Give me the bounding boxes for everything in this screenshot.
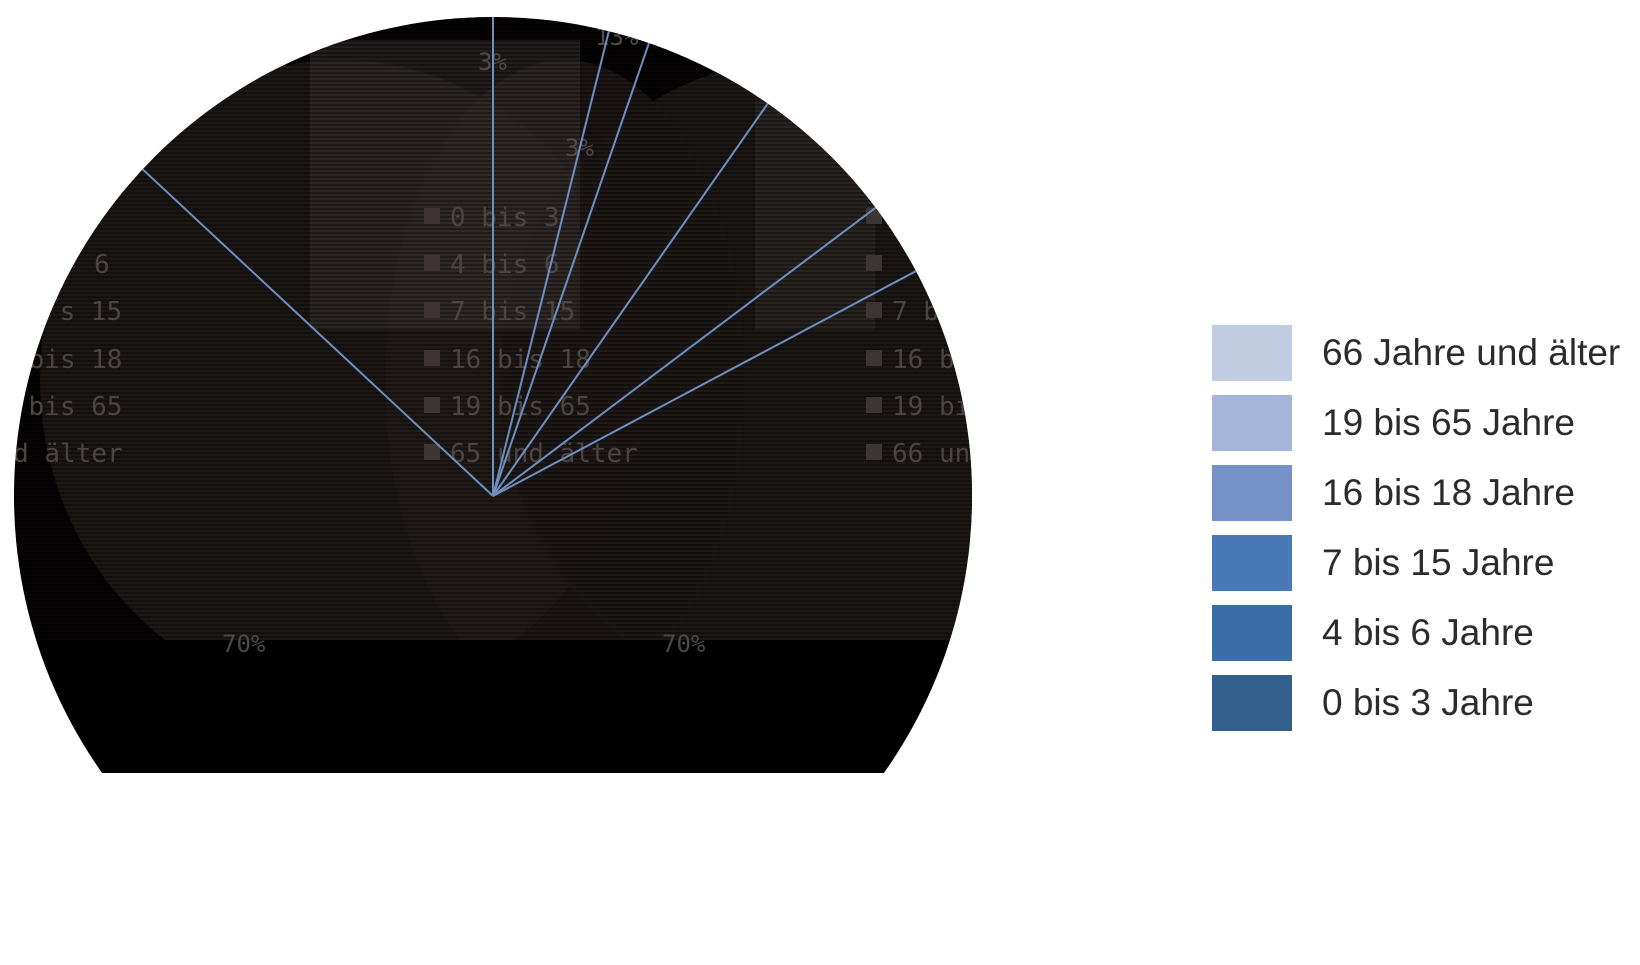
legend-item: 19 bis 65 Jahre (1212, 395, 1575, 451)
ghost-label-right: 66 un (892, 439, 970, 469)
ghost-label-center: 7 bis 15 (450, 297, 575, 327)
slice-separators (127, 17, 935, 497)
legend-item: 66 Jahre und älter (1212, 325, 1620, 381)
ghost-legend-square (424, 397, 440, 413)
slice-separator-line (492, 17, 615, 497)
legend-swatch (1212, 605, 1292, 661)
legend-label: 7 bis 15 Jahre (1322, 542, 1555, 583)
ghost-label-left: 6 (94, 250, 110, 280)
ghost-legend-square (424, 350, 440, 366)
ghost-label-left: s 15 (60, 297, 123, 327)
legend-label: 19 bis 65 Jahre (1322, 402, 1576, 443)
ghost-label-right: 16 b (892, 345, 955, 375)
ghost-percent-label: 70% (222, 630, 266, 658)
legend-label: 66 Jahre und älter (1322, 332, 1621, 373)
slice-separator-line (492, 194, 893, 497)
slice-separator-line (127, 154, 494, 497)
slice-separator-line (492, 260, 935, 497)
legend-label: 0 bis 3 Jahre (1322, 682, 1534, 723)
legend-swatch (1212, 535, 1292, 591)
legend-swatch (1212, 465, 1292, 521)
legend-item: 7 bis 15 Jahre (1212, 535, 1554, 591)
legend-label: 16 bis 18 Jahre (1322, 472, 1576, 513)
ghost-label-center: 16 bis 18 (450, 345, 591, 375)
ghost-label-left: 66 und älter (0, 439, 123, 469)
legend-swatch (1212, 395, 1292, 451)
ghost-legend-square (866, 350, 882, 366)
ghost-label-center: 4 bis 6 (450, 250, 560, 280)
legend-label: 4 bis 6 Jahre (1322, 612, 1534, 653)
legend-item: 16 bis 18 Jahre (1212, 465, 1575, 521)
ghost-label-center: 0 bis 3 (450, 203, 560, 233)
ghost-legend-square (866, 397, 882, 413)
ghost-legend-square (866, 302, 882, 318)
ghost-label-right: 19 bi (892, 392, 970, 422)
legend-item: 4 bis 6 Jahre (1212, 605, 1534, 661)
ghost-label-center: 65 und älter (450, 439, 638, 469)
ghost-label-left: 9 bis 65 (0, 392, 122, 422)
ghost-legend-square (424, 444, 440, 460)
ghost-legend-square (866, 255, 882, 271)
ghost-legend-square (424, 208, 440, 224)
ghost-legend-square (866, 208, 882, 224)
legend-swatch (1212, 675, 1292, 731)
ghost-label-left: s bis 18 (0, 345, 122, 375)
slice-separator-line (492, 86, 781, 497)
ghost-legend-square (424, 302, 440, 318)
legend-item: 0 bis 3 Jahre (1212, 675, 1534, 731)
ghost-percent-label: 13% (595, 23, 639, 51)
ghost-legend-square (424, 255, 440, 271)
scanline-overlay (14, 17, 972, 773)
ghost-percent-label: 70% (662, 630, 706, 658)
legend-swatch (1212, 325, 1292, 381)
ghost-label-right: 7 b (892, 297, 939, 327)
slice-separator-line (492, 23, 657, 497)
ghost-legend-square (866, 444, 882, 460)
